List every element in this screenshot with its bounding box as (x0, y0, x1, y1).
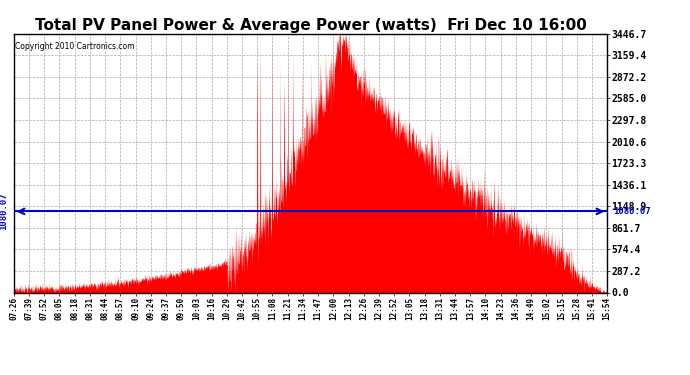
Text: Copyright 2010 Cartronics.com: Copyright 2010 Cartronics.com (15, 42, 135, 51)
Text: 1080.07: 1080.07 (0, 193, 8, 230)
Title: Total PV Panel Power & Average Power (watts)  Fri Dec 10 16:00: Total PV Panel Power & Average Power (wa… (34, 18, 586, 33)
Text: 1080.07: 1080.07 (613, 207, 651, 216)
